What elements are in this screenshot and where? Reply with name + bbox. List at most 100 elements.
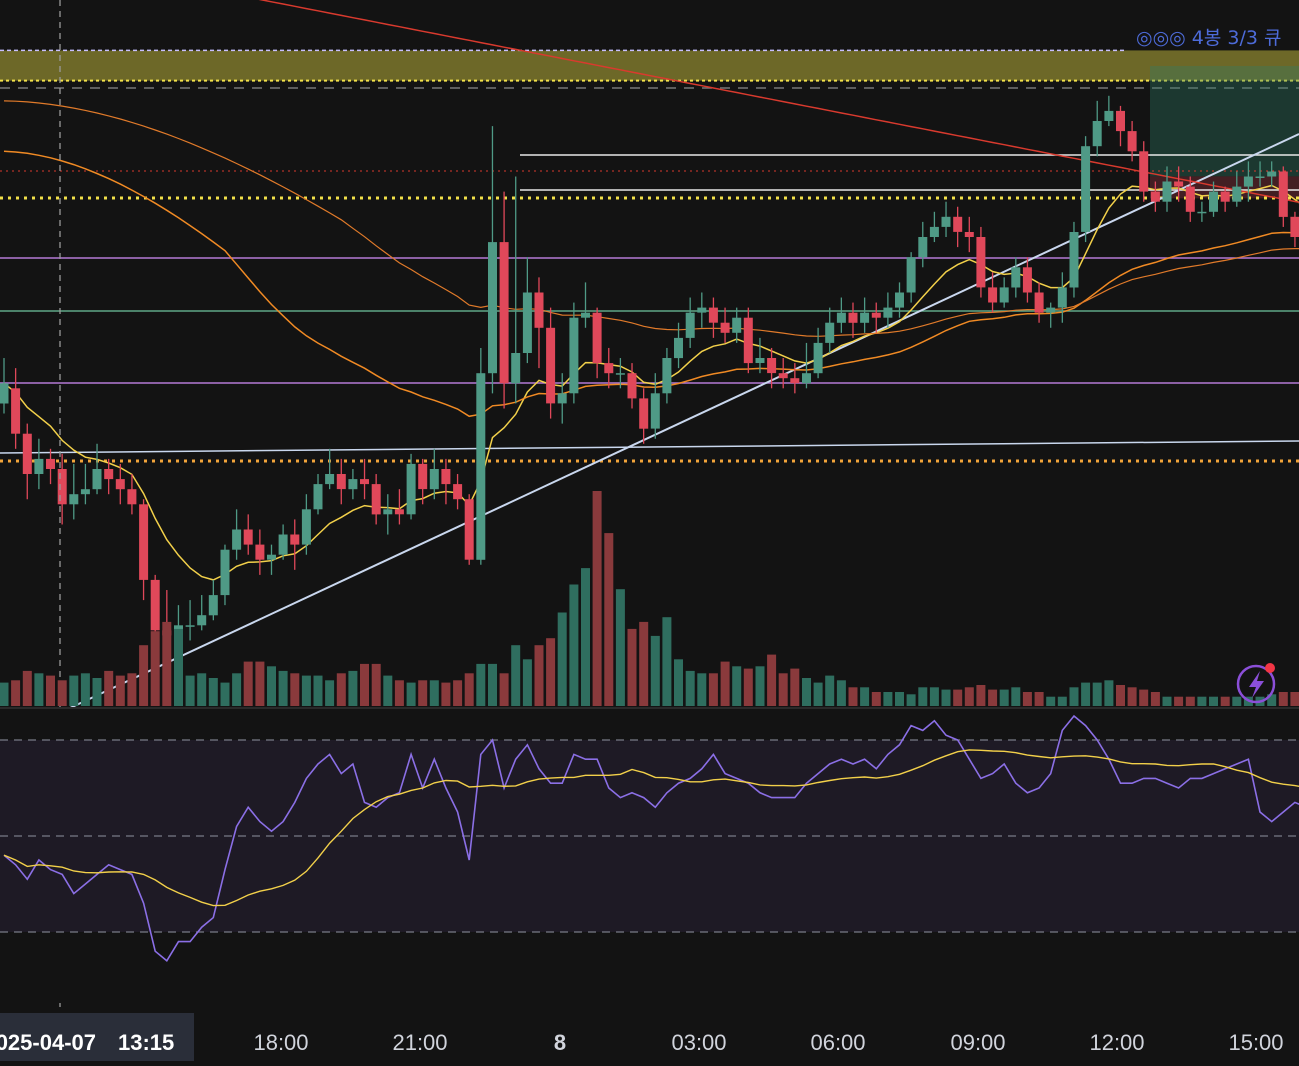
volume-bar [546,638,556,706]
candle [918,221,928,268]
rsi-ma-line [3,749,1299,907]
volume-bar [1290,692,1299,706]
volume-bar [1232,696,1242,706]
x-tick-label: 03:00 [671,1030,726,1055]
candle-body [476,373,486,560]
candle-body [0,383,9,404]
candle [685,297,695,348]
volume-bar [708,673,718,706]
volume-bar [278,670,288,706]
volume-bar [1127,687,1137,706]
volume-bar [929,687,939,706]
time-axis[interactable]: 18:00 21:00 8 03:00 06:00 09:00 12:00 15:00 2025… [0,1010,1299,1066]
candle-body [825,322,835,343]
volume-bar [208,678,218,706]
volume-bar [871,692,881,706]
candle-body [697,307,707,313]
candle [197,595,207,631]
volume-bar [104,670,114,706]
volume-bar [1174,696,1184,706]
candle-body [1139,151,1149,192]
x-tick-label: 21:00 [392,1030,447,1055]
volume-bar [313,675,323,706]
candle [360,458,369,500]
candle-body [1185,186,1195,212]
candle-body [790,378,800,384]
volume-bar [1267,694,1277,706]
candle [92,443,102,495]
rsi-pane-bg [0,708,1299,1003]
candle [348,468,358,500]
candle-body [778,373,788,379]
volume-bar [429,680,439,706]
candle [139,499,149,601]
alert-badge[interactable] [1236,663,1276,704]
volume-bar [674,659,683,706]
candle-body [115,479,125,490]
zone-label: ◎◎◎ 4봉 3/3 큐 [1136,27,1281,49]
candle-body [813,342,823,374]
volume-bar [1081,682,1091,706]
candle [1255,161,1265,187]
volume-bar [243,661,253,706]
candle-body [46,458,55,469]
candle [755,337,765,374]
volume-bar [22,670,32,706]
volume-bar [1057,696,1067,706]
candle [790,363,800,394]
volume-bar [883,692,893,706]
candle [1232,171,1242,207]
candle [185,600,195,641]
candle [627,363,637,409]
candle-body [883,307,893,318]
candle [488,126,497,394]
candle [1209,181,1218,217]
volume-bar [906,694,916,706]
candle [69,463,79,520]
candle [650,373,660,439]
candle-body [104,469,114,480]
rsi-line [3,714,1299,963]
candle-body [929,226,939,237]
candle [1092,100,1102,157]
candle [1150,181,1160,212]
candle-body [139,504,149,580]
candle-body [325,474,335,485]
candle [208,579,218,621]
volume-bar [1034,692,1044,706]
candle [11,368,21,449]
candle-body [243,529,253,545]
candle [243,514,253,555]
volume-bar [290,673,300,706]
position-profit-zone [1150,66,1299,177]
volume-bar [1150,692,1160,706]
volume-bar [1104,680,1114,706]
candle [383,494,393,535]
alert-dot [1265,663,1275,673]
candle-body [569,317,579,394]
volume-bar [92,678,102,706]
price-pane[interactable] [0,0,1299,1010]
candle-body [371,484,381,515]
candle [836,297,846,333]
volume-bar [1162,696,1172,706]
candle [1162,166,1172,212]
volume-bar [1011,687,1021,706]
candle [290,519,300,570]
candle-body [1022,267,1032,293]
candle-body [999,287,1009,303]
volume-bar [11,680,21,706]
candle-body [1081,146,1091,232]
ema-mid-line [3,150,1299,418]
volume-bar [522,659,532,706]
lightning-bolt-icon[interactable] [1236,664,1276,704]
candle [46,448,55,485]
volume-bar [1139,689,1149,706]
volume-bar [767,654,777,706]
candle-body [383,509,393,515]
rsi-pane[interactable] [0,707,1299,1003]
volume-bar [685,670,695,706]
candle [394,489,404,525]
volume-bar [1278,692,1288,706]
